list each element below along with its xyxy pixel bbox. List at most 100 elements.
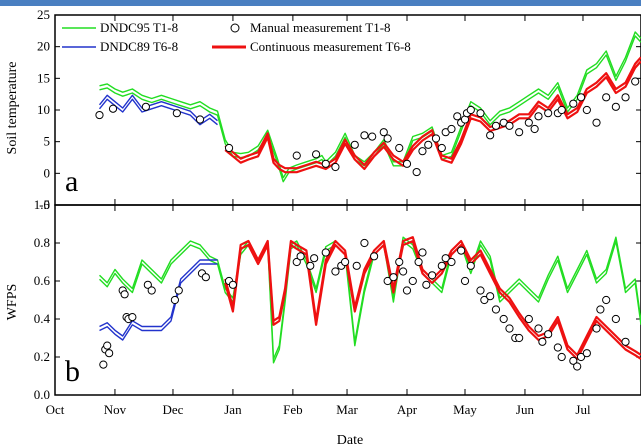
plot-area — [95, 31, 641, 183]
x-tick-label: Jan — [224, 402, 242, 417]
manual-point — [292, 151, 301, 160]
manual-point — [515, 128, 524, 137]
legend-label: DNDC89 T6-8 — [100, 39, 178, 54]
x-tick-label: Dec — [163, 402, 184, 417]
manual-point — [491, 121, 501, 130]
y-tick-label: 0.6 — [34, 273, 51, 288]
manual-point — [103, 341, 112, 350]
y-tick-label: 20 — [37, 39, 50, 54]
x-tick-label: Oct — [46, 402, 65, 417]
manual-point — [486, 292, 495, 301]
manual-point — [582, 105, 591, 115]
manual-point — [395, 143, 404, 153]
plot-frame — [54, 204, 641, 396]
manual-point — [534, 112, 543, 121]
manual-point — [296, 252, 305, 261]
manual-point — [476, 286, 485, 295]
manual-point — [108, 104, 118, 113]
manual-point — [389, 273, 398, 282]
manual-point — [486, 131, 495, 140]
manual-point — [466, 261, 475, 270]
series-line — [224, 236, 641, 357]
manual-point — [402, 159, 412, 168]
manual-point — [569, 99, 578, 108]
y-tick-label: 15 — [37, 70, 50, 85]
x-tick-label: Jun — [516, 402, 535, 417]
x-tick-label: Feb — [283, 402, 303, 417]
y-tick-label: 25 — [37, 7, 50, 22]
manual-point — [611, 102, 620, 111]
manual-point — [505, 324, 514, 333]
manual-point — [383, 134, 392, 143]
series-line — [99, 240, 641, 364]
manual-point — [414, 257, 423, 267]
manual-point — [460, 276, 470, 286]
panel-label: a — [65, 165, 78, 198]
manual-point — [621, 337, 630, 346]
x-tick-label: Mar — [336, 402, 358, 417]
manual-point — [576, 352, 586, 362]
manual-point — [321, 159, 330, 168]
x-tick-label: Jul — [575, 402, 591, 417]
manual-point — [457, 246, 466, 255]
y-tick-label: 0 — [44, 165, 51, 180]
window-top-bar — [0, 0, 641, 6]
manual-point — [544, 330, 553, 339]
manual-point — [321, 248, 330, 257]
manual-point — [331, 267, 340, 276]
manual-point — [195, 115, 205, 124]
manual-point — [174, 286, 183, 295]
manual-point — [105, 349, 114, 358]
panel-a: -5 0 5 10 15 20 25 a — [37, 7, 641, 212]
y-tick-label: 1.0 — [34, 197, 50, 212]
y-tick-label: 5 — [44, 134, 51, 149]
manual-point — [447, 124, 456, 134]
manual-point — [447, 257, 456, 267]
manual-point — [228, 280, 238, 289]
manual-point — [428, 271, 437, 280]
manual-point — [524, 118, 533, 127]
x-axis-label: Date — [337, 433, 363, 447]
manual-point — [408, 276, 417, 286]
manual-point — [476, 109, 485, 118]
y-axis-label-a: Soil temperature — [5, 62, 20, 155]
manual-point — [592, 118, 601, 127]
manual-point — [172, 109, 181, 118]
manual-point — [557, 105, 566, 115]
legend: DNDC95 T1-8 Manual measurement T1-8 DNDC89… — [62, 20, 411, 54]
manual-point — [99, 360, 108, 369]
manual-point — [340, 257, 350, 267]
manual-point — [306, 261, 315, 270]
manual-point — [453, 112, 462, 121]
manual-point — [466, 105, 475, 115]
manual-point — [310, 254, 319, 263]
manual-point — [480, 295, 489, 305]
manual-point — [224, 143, 234, 153]
series-line — [224, 240, 641, 361]
manual-point — [143, 280, 152, 289]
manual-point — [418, 147, 427, 156]
manual-point — [383, 276, 392, 286]
manual-point — [499, 314, 508, 324]
manual-point — [553, 343, 562, 352]
manual-point — [557, 352, 566, 362]
legend-label: Manual measurement T1-8 — [250, 20, 391, 35]
manual-point — [399, 267, 408, 276]
series-line — [99, 259, 218, 337]
manual-point — [402, 286, 412, 295]
manual-point — [201, 273, 210, 282]
manual-point — [424, 140, 433, 149]
manual-point — [368, 132, 377, 141]
manual-point — [360, 238, 369, 248]
manual-point — [534, 324, 543, 333]
series-line — [99, 263, 218, 341]
manual-point — [573, 362, 582, 371]
manual-point — [538, 337, 547, 346]
manual-point — [431, 134, 441, 143]
manual-point — [491, 305, 501, 314]
manual-point — [505, 121, 514, 130]
legend-label: DNDC95 T1-8 — [100, 20, 178, 35]
manual-point — [379, 128, 388, 137]
manual-point — [437, 261, 446, 270]
manual-point — [596, 305, 605, 314]
